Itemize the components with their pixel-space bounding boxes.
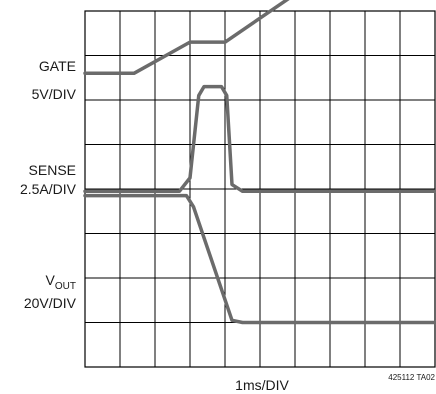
gate-trace — [83, 0, 290, 76]
vout-label-subscript: OUT — [55, 281, 76, 292]
sense-label: SENSE — [29, 162, 76, 178]
sense-scale-label: 2.5A/DIV — [20, 181, 77, 197]
vout-trace — [83, 193, 436, 325]
vout-label: VOUT — [46, 272, 76, 292]
scope-frame — [84, 10, 436, 368]
scope-grid — [85, 11, 435, 367]
vout-label-main: V — [46, 272, 56, 288]
sense-trace — [83, 84, 436, 193]
vout-scale-label: 20V/DIV — [24, 295, 77, 311]
gate-scale-label: 5V/DIV — [32, 86, 77, 102]
time-scale-label: 1ms/DIV — [235, 377, 289, 393]
gate-label: GATE — [39, 58, 76, 74]
figure-id-label: 425112 TA02 — [388, 373, 435, 382]
trace-layer — [83, 0, 436, 325]
